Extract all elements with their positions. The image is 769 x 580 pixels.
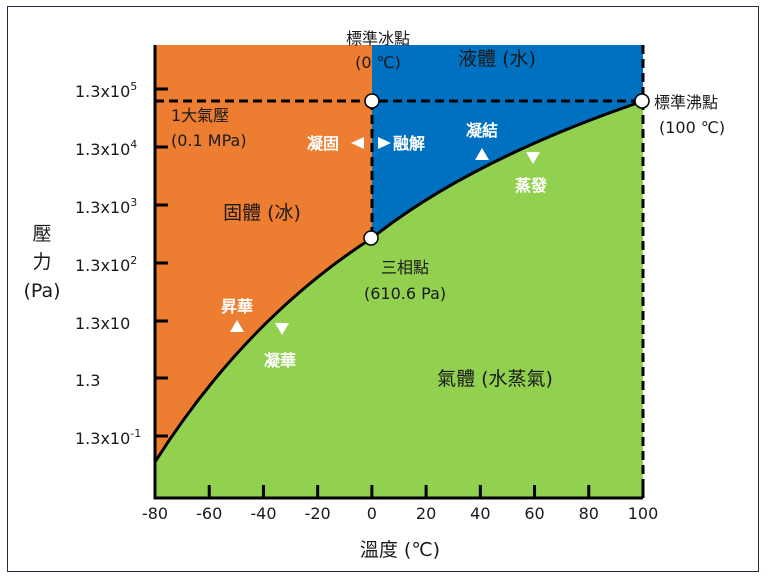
atm-value: (0.1 MPa)	[171, 131, 247, 150]
sublime-label: 昇華	[221, 297, 253, 316]
liquid-label: 液體 (水)	[458, 48, 536, 70]
y-axis-label-3: (Pa)	[23, 280, 60, 302]
triple-point-marker	[363, 230, 379, 246]
y-tick-label: 1.3x10-1	[75, 427, 141, 448]
boiling-point-marker	[634, 93, 650, 109]
sublimation-curve	[153, 236, 373, 463]
freezing-point-value: (0 ℃)	[355, 53, 401, 72]
y-tick-label: 1.3	[75, 371, 100, 390]
y-tick-exponent: 5	[130, 80, 137, 93]
evaporate-label: 蒸發	[515, 176, 548, 195]
x-tick-label: 20	[416, 504, 436, 523]
freezing-point-title: 標準冰點	[346, 29, 410, 48]
condense-label: 凝結	[466, 121, 498, 140]
y-tick-marks	[155, 87, 168, 438]
arrow-left-icon	[351, 137, 364, 149]
boiling-point-title: 標準沸點	[654, 93, 718, 112]
y-tick-exponent: 3	[130, 196, 137, 209]
gas-region	[155, 101, 643, 498]
boiling-point-value: (100 ℃)	[659, 118, 725, 137]
freezing-point-marker	[364, 93, 380, 109]
triple-point-title: 三相點	[381, 258, 429, 277]
x-tick-label: 100	[628, 504, 659, 523]
arrow-down-icon	[275, 323, 289, 335]
y-tick-exponent: -1	[130, 427, 141, 440]
figure-frame	[7, 6, 759, 572]
x-tick-label: 40	[470, 504, 490, 523]
x-tick-marks	[153, 485, 645, 498]
arrow-down-icon	[526, 152, 540, 164]
x-tick-label: -40	[250, 504, 276, 523]
y-tick-exponent: 2	[130, 254, 137, 267]
x-axis-label: 溫度 (℃)	[360, 539, 440, 561]
y-tick-label: 1.3x104	[75, 138, 137, 159]
x-tick-label: -20	[305, 504, 331, 523]
x-tick-label: 80	[579, 504, 599, 523]
x-tick-label: -60	[196, 504, 222, 523]
arrow-right-icon	[378, 137, 391, 149]
x-tick-label: 0	[367, 504, 377, 523]
x-tick-labels: -80 -60 -40 -20 0 20 40 60 80 100	[142, 504, 658, 523]
melt-label: 融解	[393, 134, 425, 153]
y-tick-label: 1.3x102	[75, 254, 137, 275]
y-axis-label-2: 力	[32, 251, 51, 273]
arrow-up-icon	[475, 148, 489, 160]
gas-label: 氣體 (水蒸氣)	[437, 368, 553, 390]
solid-label: 固體 (冰)	[223, 202, 301, 224]
freeze-label: 凝固	[307, 134, 339, 153]
vaporization-curve	[371, 99, 644, 240]
y-tick-label: 1.3x10	[75, 314, 130, 333]
y-axis-label-1: 壓	[32, 223, 51, 245]
x-tick-label: -80	[142, 504, 168, 523]
atm-title: 1大氣壓	[171, 106, 229, 125]
arrow-up-icon	[230, 320, 244, 332]
triple-point-value: (610.6 Pa)	[364, 284, 446, 303]
x-tick-label: 60	[524, 504, 544, 523]
y-tick-exponent: 4	[130, 138, 137, 151]
y-tick-label: 1.3x105	[75, 80, 137, 101]
deposit-label: 凝華	[264, 351, 296, 370]
y-tick-label: 1.3x103	[75, 196, 137, 217]
y-tick-labels: 1.3x105 1.3x104 1.3x103 1.3x102 1.3x10 1.3 1.3…	[75, 80, 141, 448]
